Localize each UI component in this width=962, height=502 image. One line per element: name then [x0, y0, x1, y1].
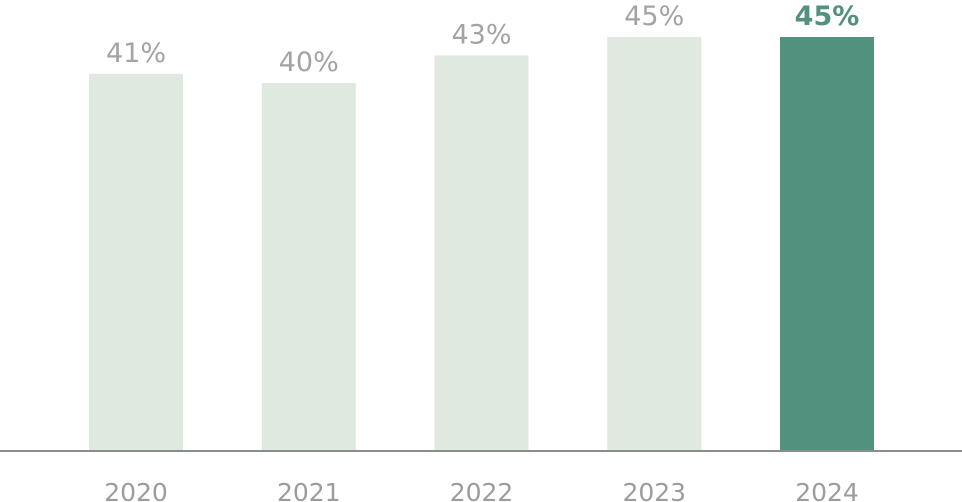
- bars-group: [89, 37, 874, 452]
- x-tick-label-2024: 2024: [795, 478, 859, 502]
- bar-2023: [607, 37, 702, 451]
- x-tick-label-2022: 2022: [450, 478, 514, 502]
- x-tick-label-2023: 2023: [622, 478, 686, 502]
- bar-2020: [89, 73, 183, 452]
- x-tick-label-2020: 2020: [104, 478, 168, 502]
- bar-2022: [434, 55, 529, 452]
- x-tick-label-2021: 2021: [277, 478, 341, 502]
- value-label-2021: 40%: [279, 47, 339, 78]
- value-label-2020: 41%: [106, 38, 166, 69]
- labels-group: 41% 2020 40% 2021 43% 2022 45% 2023 45% 2024: [104, 1, 859, 502]
- bar-2021: [261, 83, 356, 451]
- value-label-2023: 45%: [624, 1, 684, 32]
- bar-2024: [780, 37, 874, 451]
- value-label-2022: 43%: [451, 19, 511, 50]
- value-label-2024: 45%: [795, 1, 860, 32]
